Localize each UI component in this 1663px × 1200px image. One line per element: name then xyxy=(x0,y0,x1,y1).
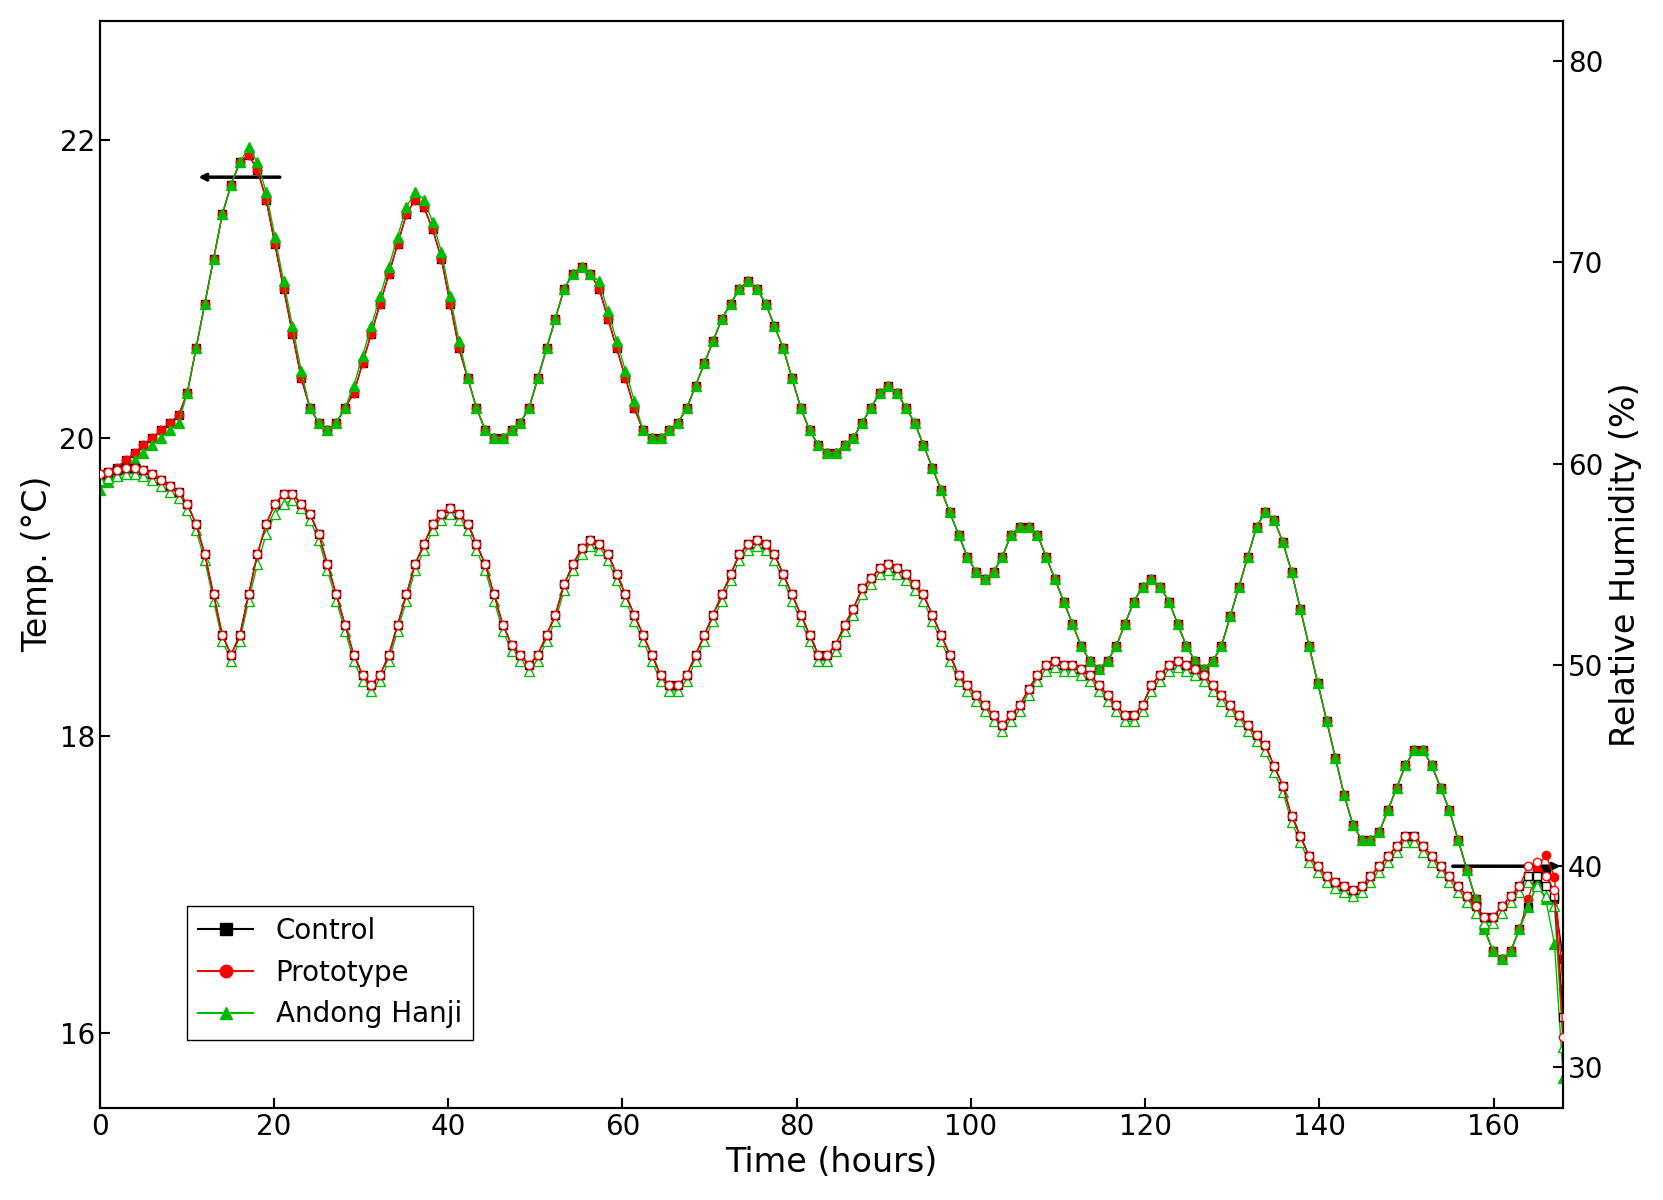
Y-axis label: Temp. (°C): Temp. (°C) xyxy=(22,476,53,653)
Y-axis label: Relative Humidity (%): Relative Humidity (%) xyxy=(1610,382,1641,746)
Legend: Control, Prototype, Andong Hanji: Control, Prototype, Andong Hanji xyxy=(186,906,472,1039)
X-axis label: Time (hours): Time (hours) xyxy=(725,1146,938,1180)
